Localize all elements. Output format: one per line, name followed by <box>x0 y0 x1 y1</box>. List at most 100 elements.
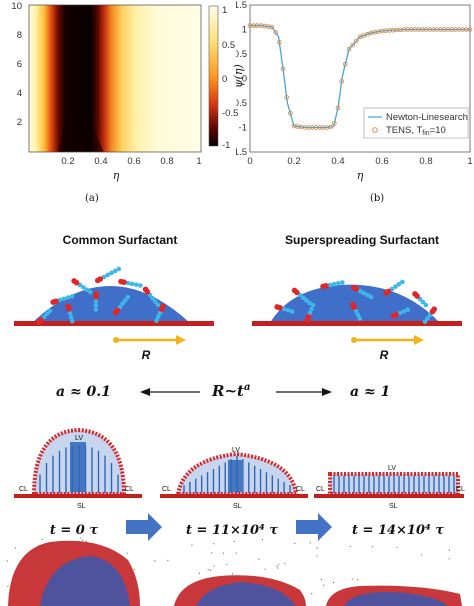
surfactant-tail-bead <box>425 316 430 321</box>
surfactant-tail-bead <box>93 307 99 312</box>
svg-text:CL: CL <box>456 486 465 493</box>
dust-speck <box>276 565 278 567</box>
surfactant-tail-bead <box>138 283 143 288</box>
surfactant-tail-bead <box>67 310 73 316</box>
dust-speck <box>129 586 131 588</box>
dust-speck <box>110 590 112 592</box>
panel-b-chart: 1.5 1 0.5 0 -0.5 -1 -1.5 0 0.2 0.4 0.6 0.8 1 Newton… <box>236 0 473 182</box>
right-r-label: R <box>380 348 389 362</box>
dust-speck <box>57 553 59 555</box>
dust-speck <box>233 540 235 542</box>
y-tick-label: -1.5 <box>236 147 247 158</box>
surfactant-tail-bead <box>125 294 131 300</box>
panel-b-marks <box>247 23 473 130</box>
right-r-arrow <box>351 335 424 345</box>
heatmap-field <box>29 5 201 152</box>
x-tick-label: 0.2 <box>287 156 300 167</box>
dust-speck <box>114 593 116 596</box>
panel-a-heatmap: 10 8 6 4 2 0.2 0.4 0.6 0.8 1 η 1 0.5 0 -… <box>11 1 238 182</box>
surfactant-tail-bead <box>44 311 50 317</box>
dust-speck <box>6 560 8 562</box>
snapshot-t0 <box>8 540 140 606</box>
svg-text:LV: LV <box>75 435 83 442</box>
svg-text:10: 10 <box>11 1 22 12</box>
surfactant-tail-bead <box>155 302 161 308</box>
time-arrow-1 <box>126 513 162 541</box>
dust-speck <box>316 547 318 549</box>
surfactant-tail-bead <box>125 280 131 286</box>
time-label-1: t = 11×10⁴ τ <box>186 523 278 538</box>
simulation-panel: LV CL CL SL LV CL CL SL LV CL CL SL t = … <box>6 427 465 606</box>
x-tick-label: 1 <box>467 156 472 167</box>
surfactant-head <box>304 316 311 323</box>
series-marker-tens <box>280 66 286 71</box>
dust-speck <box>226 563 228 566</box>
legend-line-label: Newton-Linesearch <box>386 112 468 123</box>
surfactant-head <box>274 304 280 310</box>
series-marker-tens <box>343 61 348 67</box>
surfactant-tail-bead <box>61 296 67 302</box>
surfactant-tail-bead <box>69 318 75 324</box>
surfactant-head <box>71 278 77 284</box>
dust-speck <box>59 565 61 568</box>
dust-speck <box>82 600 85 602</box>
dust-speck <box>85 540 87 542</box>
surfactant-tail-bead <box>65 295 71 300</box>
dust-speck <box>61 588 63 590</box>
svg-text:SL: SL <box>77 503 86 510</box>
surfactant-tail-bead <box>116 266 122 272</box>
x-tick-label: 0.6 <box>375 156 388 167</box>
surfactant-head <box>94 277 101 284</box>
eq-left: a ≈ 0.1 <box>56 384 111 400</box>
panel-b-legend: Newton-Linesearch TENS, Tfin=10 <box>363 107 469 139</box>
dust-speck <box>25 563 27 565</box>
surfactant-tail-bead <box>155 314 161 320</box>
time-label-0: t = 0 τ <box>50 523 99 538</box>
series-marker-tens <box>332 121 337 126</box>
surfactant-tail-bead <box>365 292 370 298</box>
svg-text:0.2: 0.2 <box>61 156 74 167</box>
dust-speck <box>211 552 213 554</box>
legend-marker-label: TENS, Tfin=10 <box>386 125 446 137</box>
dust-speck <box>82 539 84 541</box>
y-tick-label: 1 <box>242 25 247 36</box>
left-r-label: R <box>142 348 151 362</box>
svg-text:6: 6 <box>17 59 22 70</box>
dust-speck <box>135 587 138 589</box>
dust-speck <box>191 544 193 546</box>
surfactant-tail-bead <box>150 295 155 301</box>
series-marker-tens <box>269 24 275 30</box>
surfactant-tail-bead <box>405 307 411 313</box>
dust-speck <box>371 546 373 548</box>
surfactant-tail-bead <box>355 312 361 318</box>
surfactant-tail-bead <box>420 299 426 305</box>
surfactant-tail-bead <box>309 306 314 312</box>
x-tick-label: 0 <box>247 156 252 167</box>
surfactant-tail-bead <box>285 307 291 313</box>
surfactant-tail-bead <box>81 285 86 290</box>
dust-speck <box>103 562 105 564</box>
y-tick-label: 0.5 <box>236 49 247 60</box>
surfactant-tail-bead <box>93 298 99 304</box>
surfactant-head <box>291 287 298 294</box>
dust-speck <box>261 538 264 541</box>
surfactant-tail-bead <box>68 314 74 320</box>
series-marker-tens <box>346 46 352 52</box>
surfactant-head <box>383 290 389 296</box>
dust-speck <box>213 543 215 545</box>
eq-center: R~ta <box>212 382 251 400</box>
dust-speck <box>80 537 82 539</box>
surfactant-head <box>390 312 397 319</box>
dust-speck <box>40 596 42 598</box>
dust-speck <box>421 554 423 556</box>
series-marker-tens <box>328 124 333 130</box>
colorbar-ticks: 1 0.5 0 -0.5 -1 <box>222 5 238 151</box>
colorbar <box>208 5 219 147</box>
dust-speck <box>209 569 212 572</box>
surfactant-tail-bead <box>327 282 333 288</box>
series-marker-tens <box>288 110 293 116</box>
dust-speck <box>207 591 210 593</box>
svg-text:LV: LV <box>232 447 240 454</box>
panel-b-x-ticks: 0 0.2 0.4 0.6 0.8 1 <box>247 156 472 167</box>
surfactant-head <box>118 278 124 285</box>
